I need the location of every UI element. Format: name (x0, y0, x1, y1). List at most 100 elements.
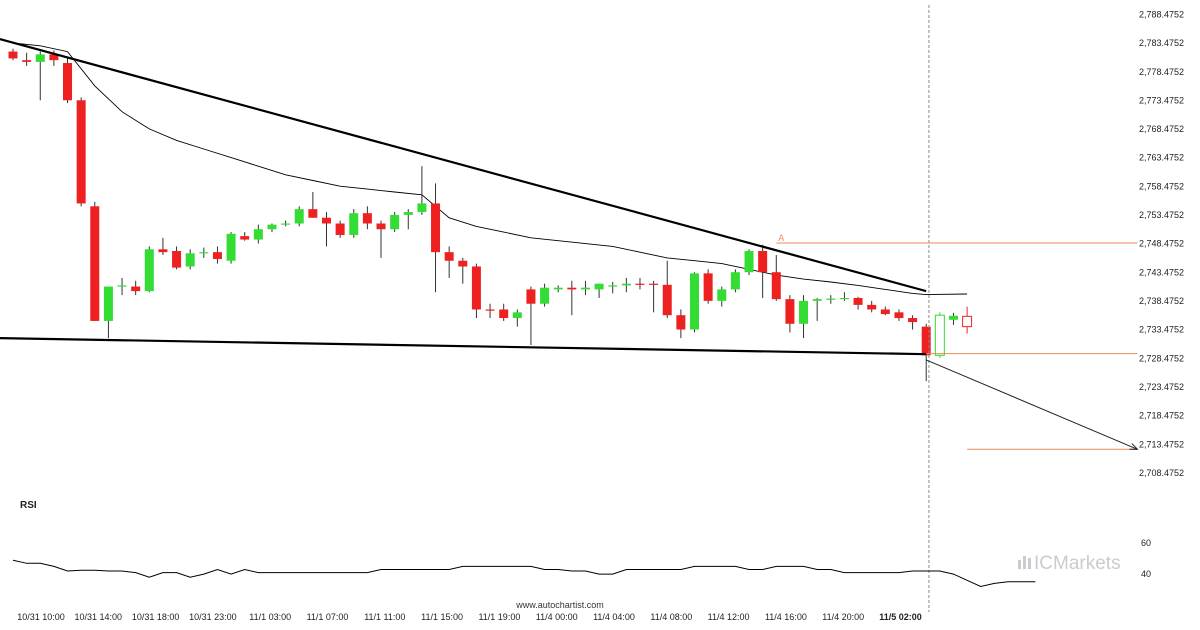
candle (608, 281, 618, 294)
candle-body (839, 298, 849, 300)
candle-body (785, 299, 795, 324)
candle (853, 296, 863, 310)
candle (567, 280, 577, 316)
time-tick-label: 11/1 07:00 (307, 612, 349, 622)
candle (812, 298, 822, 321)
candle-body (349, 213, 359, 235)
candle (335, 220, 345, 238)
candle-body (417, 203, 427, 213)
bar-chart-icon (1018, 556, 1031, 569)
candle-body (144, 249, 154, 292)
candle-body (431, 203, 441, 253)
candle-body (717, 289, 727, 301)
candle (199, 247, 209, 258)
candle-body (390, 214, 400, 230)
candle-body (362, 213, 372, 224)
candle (417, 166, 427, 215)
candle (8, 48, 18, 61)
resistance-trendline (0, 37, 927, 293)
candle-body (117, 285, 127, 287)
candle-body (8, 51, 18, 59)
rsi-panel: RSI 60 40 (12, 500, 1151, 588)
candle-body (908, 318, 918, 323)
candle-body (499, 309, 509, 319)
candle (948, 312, 958, 325)
time-tick-label: 11/1 03:00 (249, 612, 291, 622)
candle (240, 232, 250, 241)
candle (362, 206, 372, 230)
moving-average-line (12, 42, 968, 296)
price-tick-label: 2,728.4752 (1139, 353, 1184, 363)
candle (172, 246, 182, 270)
candle (226, 232, 236, 264)
time-tick-label: 10/31 18:00 (132, 612, 180, 622)
candle-body (458, 260, 468, 267)
candle-body (321, 217, 331, 224)
candle (403, 209, 413, 230)
candle (676, 309, 686, 339)
rsi-tick-label: 60 (1141, 538, 1151, 548)
candle-body (172, 251, 182, 268)
candle-body (812, 299, 822, 301)
candle-body (253, 229, 263, 240)
candle-body (267, 224, 277, 230)
candle (744, 249, 754, 276)
candle (962, 306, 973, 334)
time-tick-label: 10/31 10:00 (17, 612, 65, 622)
candle (649, 280, 659, 313)
candle-body (35, 54, 45, 62)
price-tick-label: 2,743.4752 (1139, 267, 1184, 277)
candle (321, 212, 331, 247)
price-tick-label: 2,763.4752 (1139, 153, 1184, 163)
price-tick-label: 2,783.4752 (1139, 38, 1184, 48)
time-tick-label: 11/4 16:00 (765, 612, 807, 622)
time-axis: 10/31 10:00 10/31 14:00 10/31 18:00 10/31 2… (17, 612, 922, 622)
candle (703, 269, 713, 304)
price-tick-label: 2,778.4752 (1139, 67, 1184, 77)
candle (267, 223, 277, 233)
candle-body (867, 304, 877, 310)
candle-body (921, 326, 931, 356)
candle-body (294, 209, 304, 224)
candle (880, 306, 890, 316)
candle-body (730, 272, 740, 290)
time-tick-label: 11/4 04:00 (593, 612, 635, 622)
candle (867, 300, 877, 313)
candle-body (281, 223, 291, 225)
candle (921, 323, 931, 382)
candle-body (690, 273, 699, 330)
candle (635, 277, 645, 290)
candle-body (594, 283, 604, 290)
candle (158, 237, 168, 256)
candle-body (567, 287, 577, 290)
candle (35, 51, 45, 101)
candle (117, 277, 127, 296)
candle (730, 269, 740, 293)
time-tick-label: 10/31 23:00 (189, 612, 237, 622)
price-tick-label: 2,768.4752 (1139, 124, 1184, 134)
candle (499, 303, 509, 321)
candle-body (826, 298, 836, 300)
rsi-tick-label: 40 (1141, 569, 1151, 579)
candle-body (894, 312, 904, 319)
candle-body (744, 251, 754, 273)
candle-body (444, 252, 454, 261)
candle-body (22, 60, 32, 62)
candle-body (240, 236, 250, 240)
price-tick-label: 2,788.4752 (1139, 9, 1184, 19)
candle-body (662, 284, 672, 316)
candle-body (335, 223, 345, 235)
candle (281, 220, 291, 227)
candle-body (853, 298, 863, 305)
price-tick-label: 2,713.4752 (1139, 439, 1184, 449)
chart-pattern: A (0, 5, 1139, 612)
price-tick-label: 2,718.4752 (1139, 411, 1184, 421)
price-tick-label: 2,708.4752 (1139, 468, 1184, 478)
candle (771, 255, 781, 301)
candle (553, 285, 563, 293)
candle (826, 295, 836, 304)
time-tick-label: 11/1 15:00 (421, 612, 463, 622)
candle (540, 283, 550, 307)
candle (103, 286, 113, 339)
candle-body (880, 309, 890, 315)
